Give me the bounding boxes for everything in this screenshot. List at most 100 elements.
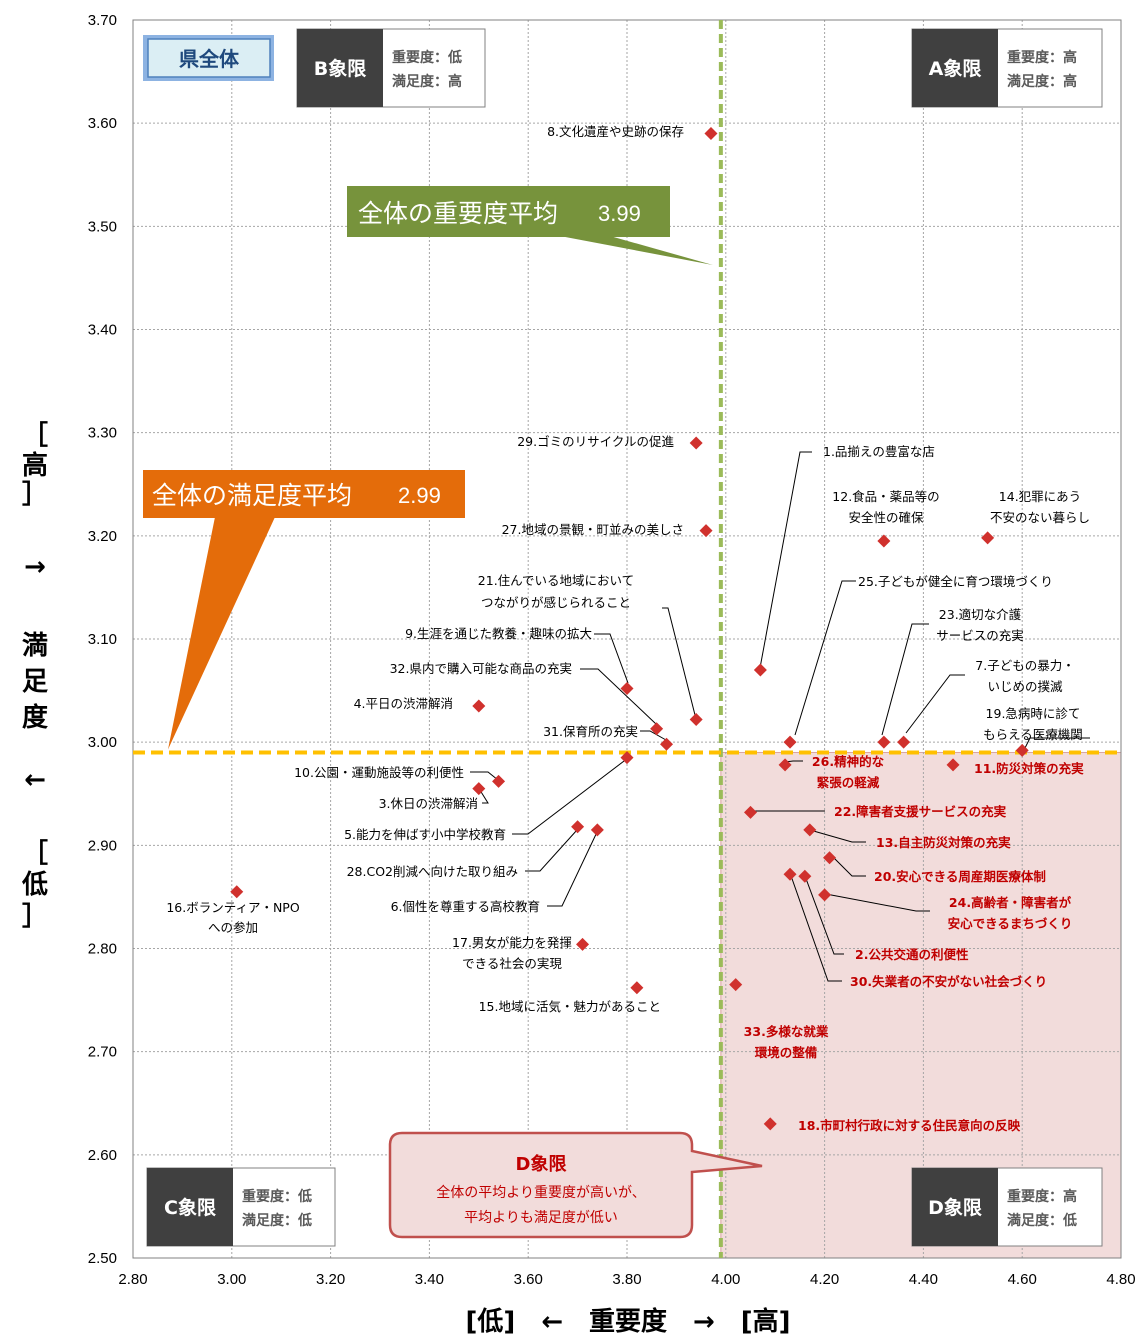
x-tick-label: 4.60 bbox=[1008, 1271, 1037, 1288]
data-point-30 bbox=[783, 867, 797, 881]
y-axis-title-char3: 度 bbox=[22, 702, 48, 733]
data-point-26 bbox=[778, 758, 792, 772]
quadrant-c-name: C象限 bbox=[164, 1196, 216, 1219]
importance-average-callout-box bbox=[347, 186, 670, 237]
point-label-12a: 12.食品・薬品等の bbox=[832, 489, 939, 504]
data-point-10 bbox=[492, 774, 506, 788]
leader-20 bbox=[833, 857, 866, 877]
quadrant-b-line2: 満足度：高 bbox=[392, 73, 462, 90]
point-label-22: 22.障害者支援サービスの充実 bbox=[834, 804, 1007, 819]
satisfaction-average-label: 全体の満足度平均 bbox=[152, 481, 352, 510]
plot-frame bbox=[132, 19, 1122, 1259]
point-label-19b: もらえる医療機関 bbox=[983, 727, 1083, 742]
point-label-17b: できる社会の実現 bbox=[462, 956, 562, 971]
quadrant-c-line2: 満足度：低 bbox=[242, 1212, 312, 1229]
quadrant-box-b: B象限 重要度：低 満足度：高 bbox=[296, 28, 486, 108]
leader-9 bbox=[594, 633, 629, 684]
x-tick-label: 4.80 bbox=[1106, 1271, 1135, 1288]
importance-average-label: 全体の重要度平均 bbox=[358, 199, 558, 228]
d-callout-line2: 平均よりも満足度が低い bbox=[464, 1210, 618, 1226]
y-axis-title-bracket-close-2: ］ bbox=[22, 902, 48, 932]
satisfaction-average-value: 2.99 bbox=[398, 483, 441, 508]
leader-23 bbox=[881, 623, 929, 736]
point-label-14a: 14.犯罪にあう bbox=[999, 489, 1081, 504]
quadrant-d-name: D象限 bbox=[928, 1196, 982, 1219]
data-point-31 bbox=[660, 737, 674, 751]
leader-24 bbox=[825, 893, 930, 912]
region-badge-inner bbox=[147, 38, 271, 78]
point-label-25: 25.子どもが健全に育つ環境づくり bbox=[858, 574, 1053, 589]
leader-28 bbox=[525, 829, 578, 872]
data-point-21 bbox=[689, 712, 703, 726]
x-axis-title: [低] ← 重要度 → [高] bbox=[465, 1306, 790, 1337]
region-badge-title: 県全体 bbox=[179, 47, 240, 71]
point-label-14b: 不安のない暮らし bbox=[990, 510, 1090, 525]
y-tick-label: 3.10 bbox=[88, 631, 117, 648]
quadrant-c-dark bbox=[147, 1168, 233, 1246]
y-tick-label: 3.40 bbox=[88, 322, 117, 339]
data-point-23 bbox=[877, 735, 891, 749]
data-point-22 bbox=[744, 805, 757, 819]
data-point-20 bbox=[823, 851, 837, 865]
point-label-12b: 安全性の確保 bbox=[848, 510, 924, 525]
point-label-4: 4.平日の渋滞解消 bbox=[354, 696, 453, 711]
quadrant-a-dark bbox=[912, 29, 998, 107]
data-point-33 bbox=[729, 978, 743, 992]
data-point-11 bbox=[946, 758, 960, 772]
point-label-5: 5.能力を伸ばす小中学校教育 bbox=[344, 827, 506, 842]
data-point-7 bbox=[897, 735, 911, 749]
satisfaction-average-callout-tail bbox=[168, 517, 275, 750]
quadrant-b-name: B象限 bbox=[314, 57, 366, 80]
point-label-28: 28.CO2削減へ向けた取り組み bbox=[347, 864, 518, 879]
importance-average-callout: 全体の重要度平均 3.99 bbox=[347, 186, 713, 265]
x-tick-label: 3.60 bbox=[514, 1271, 543, 1288]
d-callout-line1: 全体の平均より重要度が高いが、 bbox=[436, 1184, 645, 1201]
quadrant-b-line1: 重要度：低 bbox=[392, 49, 462, 66]
quadrant-box-d: D象限 重要度：高 満足度：低 bbox=[911, 1167, 1103, 1247]
data-point-13 bbox=[803, 823, 817, 837]
point-labels: 8.文化遺産や史跡の保存 29.ゴミのリサイクルの促進 27.地域の景観・町並み… bbox=[166, 124, 1090, 1133]
d-callout-title: D象限 bbox=[516, 1153, 568, 1175]
point-label-15: 15.地域に活気・魅力があること bbox=[479, 999, 661, 1014]
point-label-20: 20.安心できる周産期医療体制 bbox=[874, 869, 1046, 884]
data-point-18 bbox=[763, 1117, 777, 1131]
quadrant-a-name: A象限 bbox=[929, 57, 982, 80]
leader-25 bbox=[794, 580, 856, 736]
leader-32 bbox=[580, 668, 657, 725]
quadrant-d-dark bbox=[912, 1168, 998, 1246]
y-tick-label: 3.60 bbox=[88, 115, 117, 132]
y-axis-title: ［ 高 ］ → 満 足 度 ← ［ 低 ］ bbox=[21, 421, 48, 932]
data-point-9 bbox=[620, 682, 634, 696]
point-label-23b: サービスの充実 bbox=[936, 628, 1024, 643]
point-label-26a: 26.精神的な bbox=[812, 754, 884, 769]
point-label-18: 18.市町村行政に対する住民意向の反映 bbox=[798, 1118, 1021, 1133]
y-axis-title-char1: 満 bbox=[22, 631, 48, 661]
data-point-1 bbox=[753, 663, 767, 677]
d-quadrant-callout: D象限 全体の平均より重要度が高いが、 平均よりも満足度が低い bbox=[388, 1131, 763, 1239]
data-point-24 bbox=[818, 888, 832, 902]
d-quadrant-callout-shape bbox=[388, 1131, 763, 1239]
quadrant-a-line1: 重要度：高 bbox=[1007, 49, 1077, 66]
point-label-33b: 環境の整備 bbox=[755, 1045, 818, 1060]
leader-13 bbox=[809, 829, 866, 843]
point-label-7b: いじめの撲滅 bbox=[987, 679, 1063, 694]
leader-2 bbox=[804, 875, 844, 955]
y-axis-title-bracket-open-1: ［ bbox=[22, 421, 48, 451]
data-point-12 bbox=[877, 534, 891, 548]
point-label-3: 3.休日の渋滞解消 bbox=[379, 796, 478, 811]
point-label-7a: 7.子どもの暴力・ bbox=[975, 658, 1074, 673]
y-axis-title-bracket-close-1: ］ bbox=[22, 480, 48, 510]
leader-30 bbox=[789, 872, 842, 982]
point-label-24b: 安心できるまちづくり bbox=[948, 916, 1073, 931]
y-tick-label: 2.60 bbox=[88, 1147, 117, 1164]
point-label-32: 32.県内で購入可能な商品の充実 bbox=[390, 661, 572, 676]
leader-31 bbox=[640, 730, 667, 741]
point-label-1: 1.品揃えの豊富な店 bbox=[823, 444, 935, 459]
importance-average-callout-tail bbox=[560, 236, 713, 265]
data-point-28 bbox=[571, 820, 585, 834]
data-point-14 bbox=[981, 531, 995, 545]
y-tick-label: 2.50 bbox=[88, 1250, 117, 1267]
data-point-5 bbox=[620, 751, 634, 765]
leader-lines bbox=[470, 451, 1090, 982]
